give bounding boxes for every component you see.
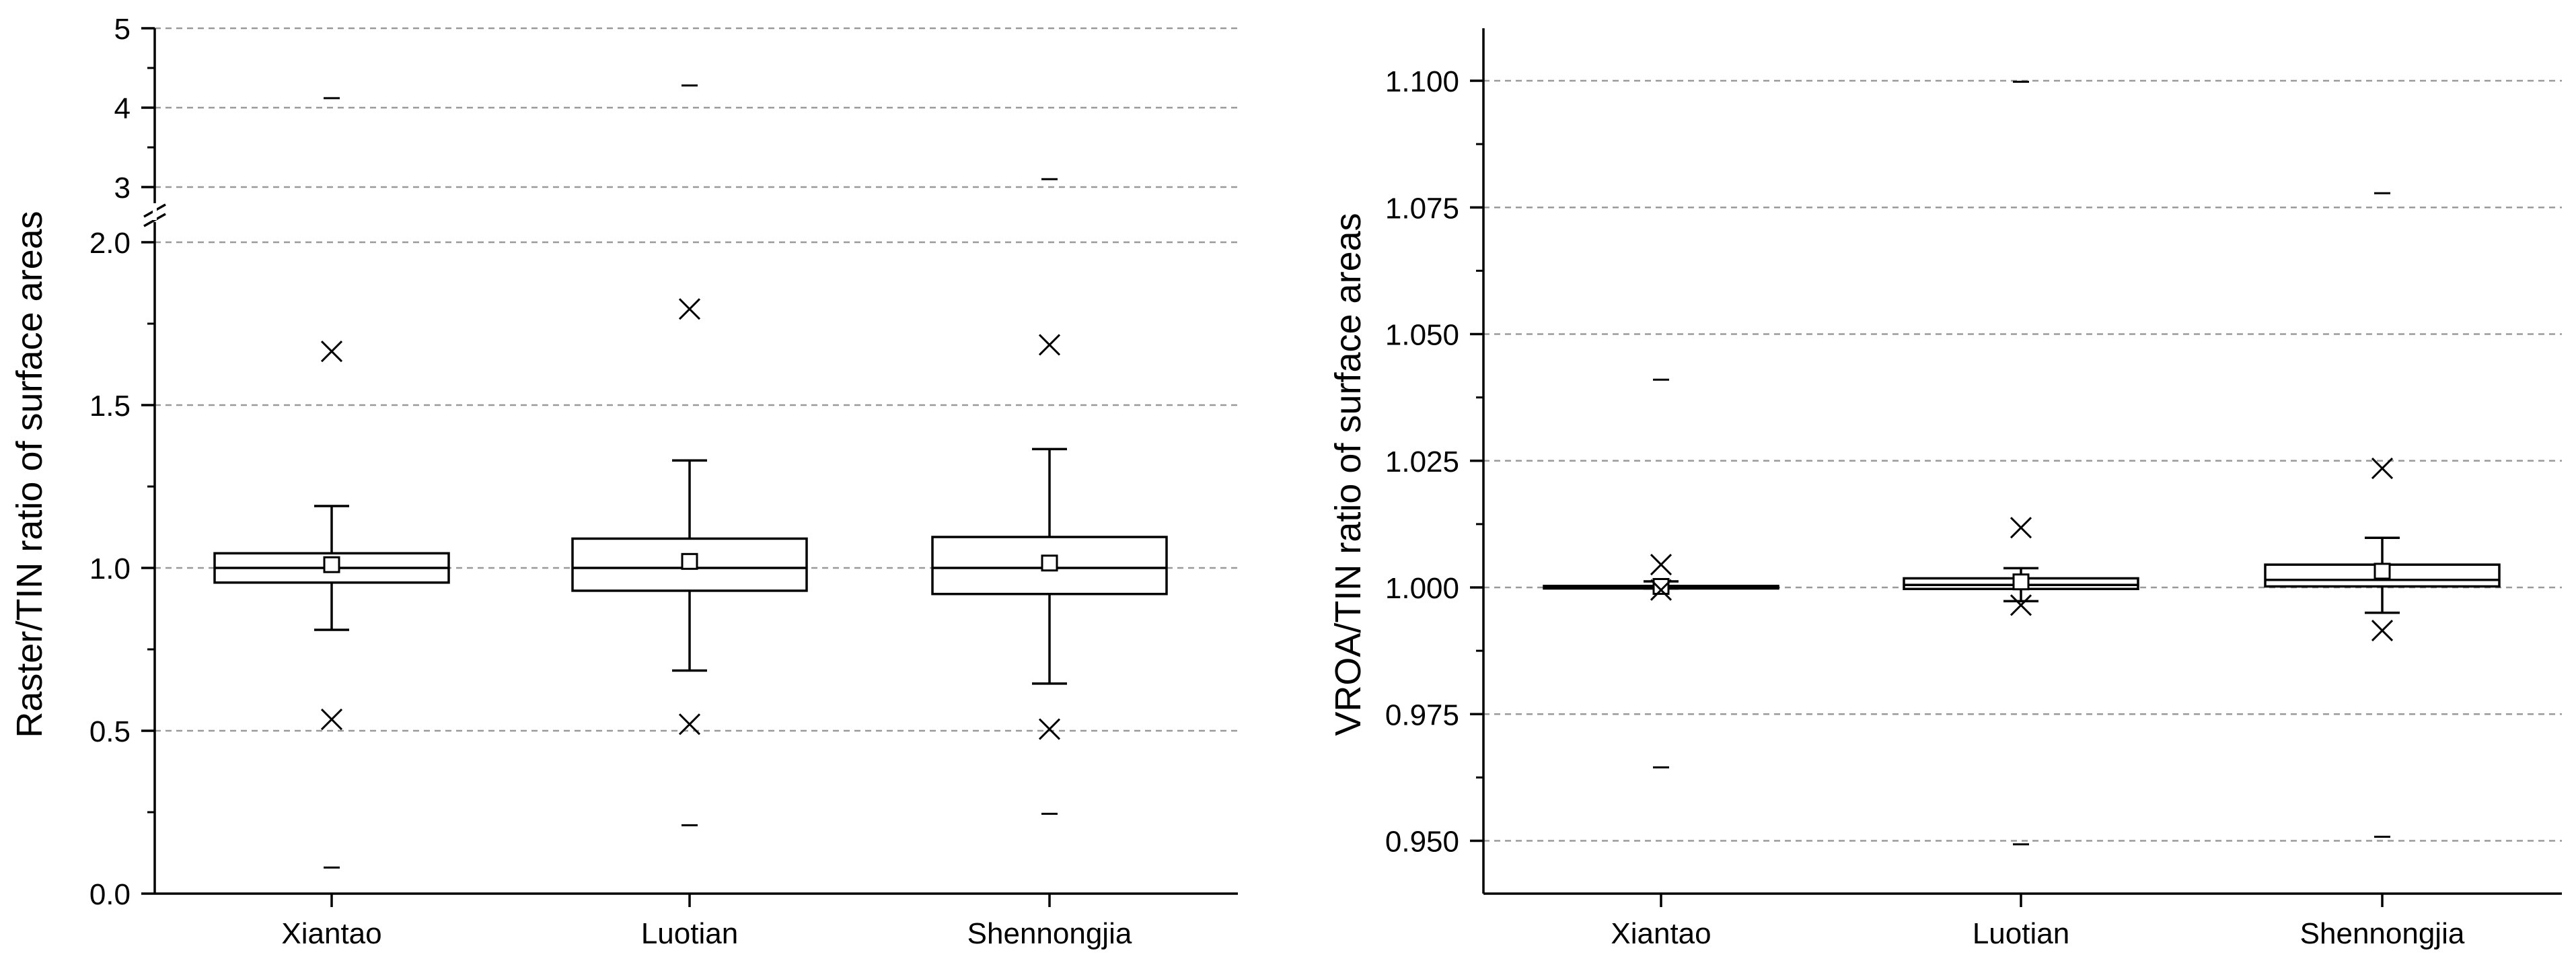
left-chart-x-tick-label-xiantao: Xiantao bbox=[281, 917, 381, 950]
right-chart-y-tick-label: 1.100 bbox=[1385, 65, 1459, 98]
right-chart-y-tick-label: 0.975 bbox=[1385, 698, 1459, 731]
left-chart-axis-break-gap bbox=[153, 208, 157, 220]
left-chart-y-tick-label: 1.5 bbox=[89, 390, 131, 423]
right-chart-y-tick-label: 1.025 bbox=[1385, 445, 1459, 478]
left-chart-y-tick-label: 0.5 bbox=[89, 715, 131, 748]
right-chart-x-tick-label-shennongjia: Shennongjia bbox=[2300, 917, 2465, 950]
right-chart-p1-marker-xiantao bbox=[1650, 579, 1672, 601]
right-chart-mean-marker-xiantao bbox=[1652, 577, 1670, 595]
left-chart-p99-marker-shennongjia bbox=[1038, 334, 1061, 356]
left-chart-y-tick-label: 5 bbox=[114, 13, 131, 46]
left-chart-p99-marker-xiantao bbox=[320, 340, 343, 363]
left-chart-x-tick-label-shennongjia: Shennongjia bbox=[967, 917, 1132, 950]
left-chart-mean-marker-luotian bbox=[681, 552, 698, 570]
left-chart-p1-marker-luotian bbox=[678, 713, 701, 735]
right-chart-p1-marker-shennongjia bbox=[2371, 619, 2394, 642]
left-chart-mean-marker-shennongjia bbox=[1041, 554, 1058, 572]
left-chart-y-tick-label: 1.0 bbox=[89, 552, 131, 585]
right-chart-y-tick-label: 1.075 bbox=[1385, 192, 1459, 225]
right-chart-mean-marker-luotian bbox=[2012, 573, 2030, 591]
left-chart-y-axis-label: Raster/TIN ratio of surface areas bbox=[9, 211, 50, 738]
left-chart-y-tick-label: 3 bbox=[114, 172, 131, 205]
left-chart-p1-marker-xiantao bbox=[320, 708, 343, 731]
right-chart-p99-marker-xiantao bbox=[1650, 554, 1672, 576]
right-chart-y-tick-label: 0.950 bbox=[1385, 826, 1459, 859]
left-chart-y-tick-label: 0.0 bbox=[89, 878, 131, 911]
right-chart-y-tick-label: 1.050 bbox=[1385, 319, 1459, 352]
right-chart-x-tick-label-luotian: Luotian bbox=[1973, 917, 2069, 950]
left-chart-p1-marker-shennongjia bbox=[1038, 718, 1061, 740]
right-chart-y-tick-label: 1.000 bbox=[1385, 572, 1459, 605]
left-chart-x-tick-label-luotian: Luotian bbox=[641, 917, 738, 950]
right-chart-p99-marker-luotian bbox=[2010, 517, 2032, 539]
left-chart-y-tick-label: 2.0 bbox=[89, 227, 131, 260]
right-chart-p1-marker-luotian bbox=[2010, 594, 2032, 616]
right-chart-p99-marker-shennongjia bbox=[2371, 457, 2394, 480]
left-chart-p99-marker-luotian bbox=[678, 298, 701, 320]
right-chart-y-axis-label: VROA/TIN ratio of surface areas bbox=[1328, 213, 1368, 735]
left-chart-mean-marker-xiantao bbox=[323, 556, 340, 573]
left-chart-y-tick-label: 4 bbox=[114, 92, 131, 125]
right-chart-mean-marker-shennongjia bbox=[2373, 563, 2391, 580]
right-chart-x-tick-label-xiantao: Xiantao bbox=[1611, 917, 1711, 950]
